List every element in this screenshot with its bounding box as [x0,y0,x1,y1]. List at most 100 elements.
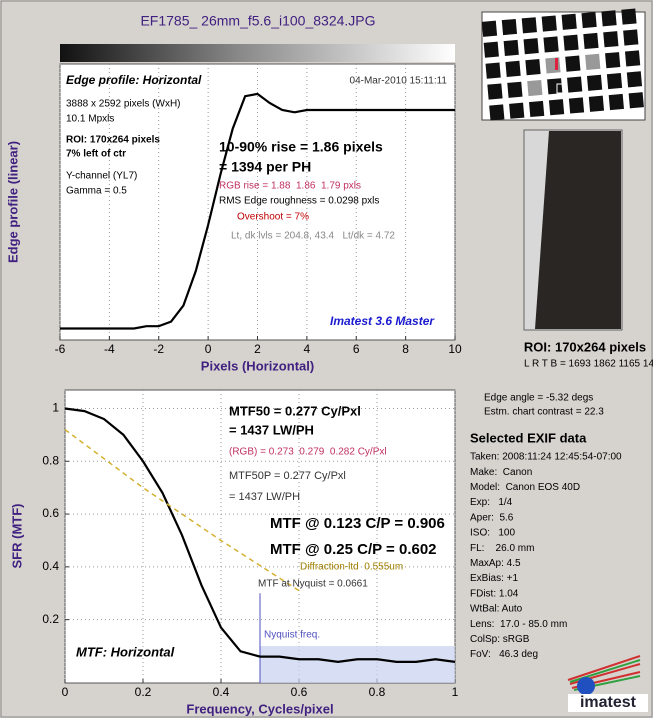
y-tick-label: 1 [52,401,59,415]
checker-square [623,29,639,46]
roi-coords: L R T B = 1693 1862 1165 1429 [524,359,653,370]
logo: imatest [567,655,648,712]
x-tick-label: 4 [304,342,311,356]
annotation: 7% left of ctr [66,149,126,160]
checker-square [588,95,605,112]
checker-square [565,55,581,72]
x-tick-label: 0.6 [291,685,308,699]
annotation: RGB rise = 1.88 1.86 1.79 pxls [219,181,361,192]
x-tick-label: 8 [402,342,409,356]
roi-crop [523,129,623,331]
checker-square [603,31,619,48]
exif-line: Exp: 1/4 [470,497,513,508]
x-axis-label: Pixels (Horizontal) [201,358,314,373]
exif-line: FDist: 1.04 [470,588,519,599]
checker-square [527,79,543,97]
checker-square [521,17,537,34]
annotation: (RGB) = 0.273 0.279 0.282 Cy/Pxl [229,447,387,458]
annotation: 10-90% rise = 1.86 pixels [219,139,383,155]
checker-square [483,41,499,58]
annotation: MTF: Horizontal [76,644,175,659]
side-line: Edge angle = -5.32 degs [484,393,593,404]
x-tick-label: -2 [153,342,164,356]
gradient-bar [60,44,455,62]
x-tick-label: 0 [62,685,69,699]
y-axis-label: SFR (MTF) [9,504,24,569]
checker-square [567,76,583,93]
annotation: = 1394 per PH [219,159,311,175]
annotation: Y-channel (YL7) [66,171,137,182]
checker-square [525,59,541,76]
annotation: Lt, dk lvls = 204.8, 43.4 Lt/dk = 4.72 [231,231,395,242]
checker-square [624,50,641,67]
roi-label: ROI: 170x264 pixels [524,339,646,354]
annotation: Imatest 3.6 Master [330,314,435,328]
checker-square [529,100,545,118]
x-axis-label: Frequency, Cycles/pixel [186,701,333,716]
annotation: 10.1 Mpxls [66,114,114,125]
exif-line: Make: Canon [470,467,532,478]
exif-line: Taken: 2008:11:24 12:45:54-07:00 [470,452,622,463]
y-tick-label: 0.6 [42,506,59,520]
logo-text: imatest [580,694,637,711]
checker-square [563,34,579,51]
chart-thumbnail [481,8,646,121]
exif-line: MaxAp: 4.5 [470,558,521,569]
checker-square [543,36,559,53]
checker-square [487,83,503,100]
checker-square [608,93,624,111]
checker-square [523,38,539,55]
checker-square [489,104,505,121]
exif-title: Selected EXIF data [470,430,587,445]
x-tick-label: 6 [353,342,360,356]
checker-square [601,10,617,27]
x-tick-label: 10 [448,342,462,356]
y-axis-label: Edge profile (linear) [5,141,20,263]
plot-area [64,389,456,684]
checker-square [583,32,599,50]
annotation: Diffraction-ltd 0.555um [300,562,403,573]
checker-square [501,18,518,36]
exif-line: FoV: 46.3 deg [470,649,538,660]
x-tick-label: 0.4 [213,685,230,699]
annotation: = 1437 LW/PH [229,491,300,503]
checker-square [503,39,519,57]
annotation: Gamma = 0.5 [66,186,127,197]
checker-square [505,60,521,77]
data-line [64,407,456,663]
checker-square [507,81,523,98]
y-tick-label: 0.8 [42,453,59,467]
checker-square [548,99,565,116]
exif-line: WtBal: Auto [470,604,523,615]
checker-square [621,8,637,25]
exif-line: ISO: 100 [470,528,515,539]
x-tick-label: 0.8 [369,685,386,699]
x-tick-label: 2 [254,342,261,356]
y-tick-label: 0.2 [42,612,59,626]
checker-square [568,97,585,114]
checker-square [541,15,557,32]
data-line [64,428,300,592]
checker-square [485,62,501,79]
exif-line: FL: 26.0 mm [470,543,534,554]
annotation: MTF50P = 0.277 Cy/Pxl [229,470,346,482]
checker-square [586,74,603,91]
checker-square [628,92,644,109]
checker-square [481,20,498,37]
checker-square [581,11,597,29]
checker-square [547,78,563,95]
checker-square [509,102,525,119]
nyquist-region [260,646,455,683]
exif-line: ExBias: +1 [470,573,519,584]
annotation: Nyquist freq. [264,630,320,641]
annotation: 3888 x 2592 pixels (WxH) [66,99,181,110]
annotation: ROI: 170x264 pixels [66,135,160,146]
file-title: EF1785_ 26mm_f5.6_i100_8324.JPG [140,13,375,29]
x-tick-label: 0 [205,342,212,356]
annotation: MTF50 = 0.277 Cy/Pxl [229,403,361,418]
x-tick-label: -4 [104,342,115,356]
checker-square [561,13,577,30]
exif-line: ColSp: sRGB [470,634,530,645]
roi-marker [555,58,558,70]
